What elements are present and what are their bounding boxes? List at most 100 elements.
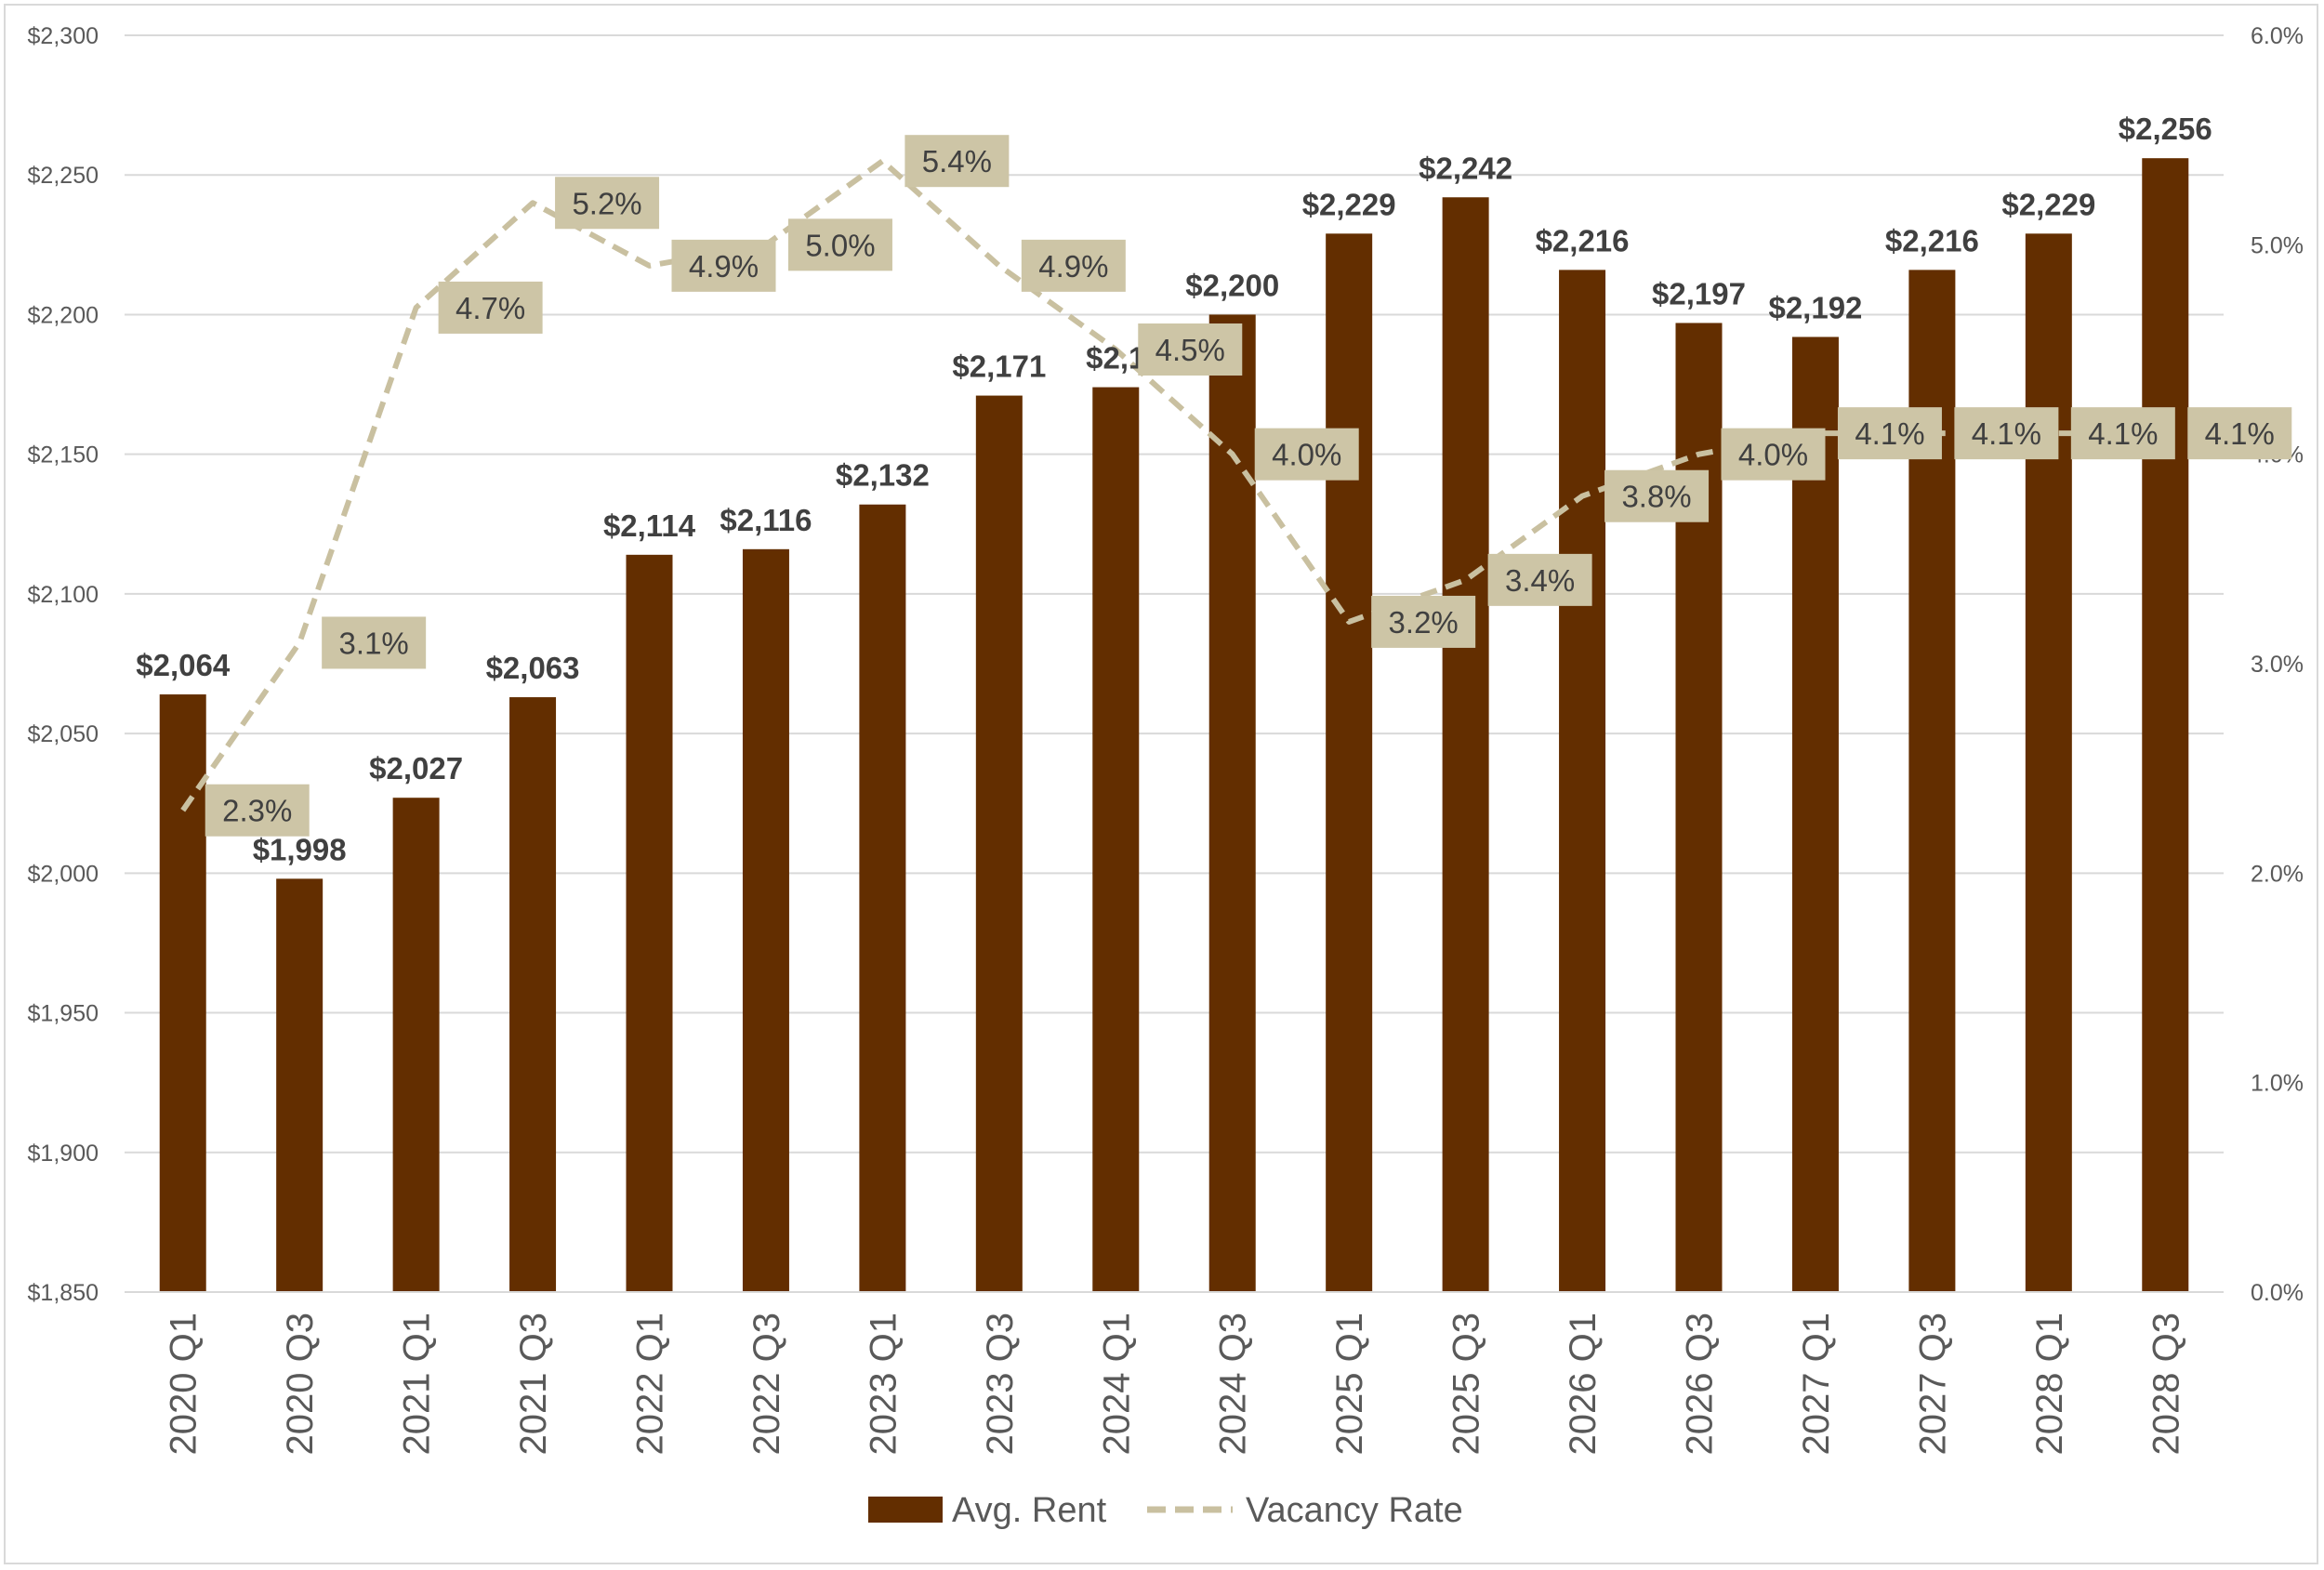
vacancy-data-label: 3.4% (1505, 563, 1575, 598)
rent-data-label: $1,998 (253, 832, 347, 866)
rent-bar (276, 878, 324, 1292)
rent-data-label: $2,027 (369, 751, 463, 785)
rent-data-label: $2,116 (720, 503, 812, 537)
rent-data-label: $2,1 (1086, 341, 1145, 376)
x-tick-label: 2022 Q1 (630, 1313, 671, 1455)
rent-data-label: $2,063 (486, 651, 580, 685)
rent-bar (975, 395, 1023, 1292)
rent-bar (859, 504, 906, 1292)
rent-data-label: $2,132 (836, 458, 930, 493)
vacancy-data-label: 4.5% (1155, 333, 1225, 367)
rent-bar (626, 554, 673, 1292)
left-tick-label: $1,900 (28, 1141, 99, 1167)
rent-data-label: $2,242 (1419, 151, 1512, 185)
gridlines (125, 34, 2224, 1293)
vacancy-label-box (1254, 428, 1359, 481)
vacancy-label-box (555, 177, 660, 230)
right-axis: 0.0%1.0%2.0%3.0%4.0%5.0%6.0% (2251, 23, 2304, 1306)
left-tick-label: $1,850 (28, 1280, 99, 1306)
x-tick-label: 2026 Q3 (1680, 1313, 1721, 1455)
rent-data-label: $2,064 (136, 648, 231, 682)
vacancy-data-label: 4.9% (1038, 249, 1108, 284)
rent-bar (1559, 270, 1606, 1293)
x-tick-label: 2022 Q3 (746, 1313, 787, 1455)
left-tick-label: $2,100 (28, 582, 99, 608)
vacancy-label-box (438, 281, 543, 334)
vacancy-label-box (2187, 407, 2292, 460)
rent-data-label: $2,256 (2119, 112, 2212, 146)
vacancy-label-box (1604, 469, 1710, 522)
x-tick-label: 2028 Q1 (2029, 1313, 2070, 1455)
vacancy-label-box (205, 784, 310, 837)
chart-frame: $1,850 $1,900 $1,950 $2,000 $2,050 $2,100 $2,1… (4, 4, 2318, 1564)
right-tick-label: 5.0% (2251, 232, 2304, 258)
x-tick-label: 2021 Q1 (397, 1313, 438, 1455)
right-tick-label: 1.0% (2251, 1071, 2304, 1097)
rent-bar (1208, 314, 1256, 1292)
vacancy-label-box (2070, 407, 2175, 460)
left-tick-label: $2,000 (28, 861, 99, 887)
legend-label-vacancy: Vacancy Rate (1246, 1491, 1463, 1530)
x-tick-label: 2020 Q1 (164, 1313, 205, 1455)
left-tick-label: $2,150 (28, 442, 99, 468)
x-tick-label: 2023 Q1 (863, 1313, 904, 1455)
left-axis: $1,850 $1,900 $1,950 $2,000 $2,050 $2,100 $2,1… (28, 23, 99, 1306)
right-tick-label: 0.0% (2251, 1280, 2304, 1306)
vacancy-label-box (1837, 407, 1942, 460)
legend-label-rent: Avg. Rent (952, 1491, 1107, 1530)
rent-bar (1442, 197, 1489, 1292)
vacancy-data-label: 5.2% (572, 186, 641, 220)
vacancy-label-box (1021, 239, 1126, 292)
vacancy-data-label: 4.1% (1855, 416, 1924, 451)
left-tick-label: $2,250 (28, 163, 99, 189)
rent-bar (1675, 323, 1723, 1292)
vacancy-data-label: 3.2% (1389, 605, 1459, 640)
rent-bar (509, 697, 557, 1292)
legend-swatch-rent (868, 1497, 943, 1523)
left-tick-label: $2,300 (28, 23, 99, 49)
x-tick-label: 2025 Q3 (1446, 1313, 1487, 1455)
vacancy-label-box (1138, 323, 1243, 376)
vacancy-label-box (1721, 428, 1826, 481)
vacancy-data-label: 4.7% (456, 291, 525, 325)
left-tick-label: $2,050 (28, 721, 99, 747)
right-tick-label: 6.0% (2251, 23, 2304, 49)
x-axis: 2020 Q1 2020 Q3 2021 Q1 2021 Q3 2022 Q1 2022 … (125, 1291, 2224, 1455)
rent-bar (2142, 158, 2189, 1292)
vacancy-data-label: 4.0% (1738, 438, 1808, 472)
x-tick-label: 2023 Q3 (980, 1313, 1021, 1455)
left-tick-label: $1,950 (28, 1001, 99, 1027)
rent-data-label: $2,192 (1768, 290, 1862, 324)
vacancy-data-label: 2.3% (222, 794, 292, 828)
vacancy-data-label: 4.1% (1972, 416, 2041, 451)
rent-data-label: $2,229 (2001, 187, 2095, 221)
legend: Avg. Rent Vacancy Rate (868, 1491, 1463, 1530)
rent-bar (742, 548, 789, 1292)
vacancy-label-box (1487, 553, 1592, 606)
vacancy-line (180, 158, 2166, 812)
left-tick-label: $2,200 (28, 302, 99, 328)
vacancy-labels: 2.3% 3.1% 4.7% 5.2% 4.9% 5.0% 5.4% 4.9% 4.5% 4.0%… (205, 135, 2292, 837)
rent-labels: $2,064 $1,998 $2,027 $2,063 $2,114 $2,116 $2,1… (136, 112, 2212, 866)
x-tick-label: 2027 Q1 (1796, 1313, 1837, 1455)
x-tick-label: 2024 Q1 (1096, 1313, 1137, 1455)
rent-bar (392, 798, 440, 1292)
rent-data-label: $2,229 (1302, 187, 1396, 221)
right-tick-label: 3.0% (2251, 652, 2304, 678)
vacancy-label-box (787, 218, 892, 271)
vacancy-data-label: 5.4% (922, 144, 992, 178)
vacancy-data-label: 4.1% (2088, 416, 2158, 451)
rent-bar (1326, 233, 1373, 1292)
x-tick-label: 2026 Q1 (1563, 1313, 1604, 1455)
x-tick-label: 2027 Q3 (1912, 1313, 1953, 1455)
x-tick-label: 2025 Q1 (1329, 1313, 1370, 1455)
rent-bar (159, 694, 206, 1292)
vacancy-series-line (180, 158, 2166, 812)
vacancy-data-label: 4.0% (1272, 438, 1341, 472)
rent-bar (1791, 336, 1839, 1293)
vacancy-label-box (671, 239, 776, 292)
x-tick-label: 2020 Q3 (280, 1313, 321, 1455)
rent-data-label: $2,216 (1536, 223, 1630, 257)
vacancy-data-label: 4.9% (689, 249, 759, 284)
rent-data-label: $2,114 (603, 508, 696, 543)
